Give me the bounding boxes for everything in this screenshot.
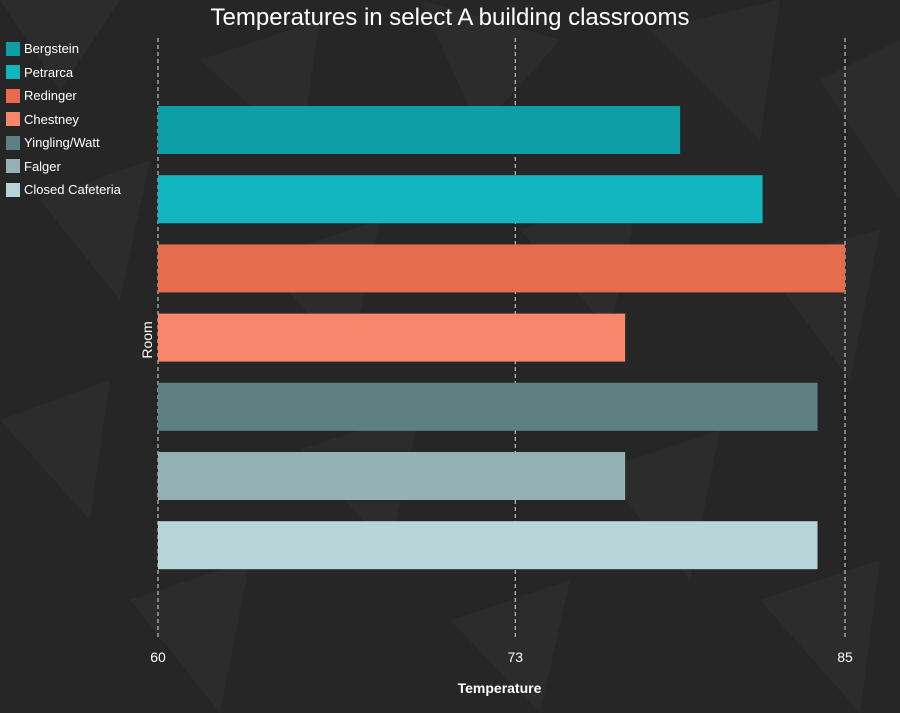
legend-swatch [6,88,20,103]
legend-item[interactable]: Falger [6,155,121,179]
y-axis-title: Room [139,321,155,358]
bar-redinger [158,244,845,293]
legend-item[interactable]: Yingling/Watt [6,131,121,155]
legend-label: Chestney [24,111,79,127]
legend-swatch [6,159,20,174]
bar-chestney [158,313,626,362]
legend-swatch [6,41,20,56]
legend-label: Falger [24,158,61,174]
legend-label: Bergstein [24,41,79,57]
x-tick-label: 85 [837,649,853,665]
chart-title: Temperatures in select A building classr… [210,4,690,31]
legend-label: Petrarca [24,64,74,80]
legend-item[interactable]: Petrarca [6,61,121,85]
legend-swatch [6,135,20,150]
legend-label: Redinger [24,88,77,104]
x-axis-title: Temperature [458,680,542,696]
bar-bergstein [158,106,681,154]
x-tick-label: 60 [150,649,166,665]
bar-closed-cafeteria [158,521,818,570]
legend-label: Yingling/Watt [24,135,100,151]
bar-yingling-watt [158,382,818,431]
legend-swatch [6,65,20,80]
legend-item[interactable]: Closed Cafeteria [6,178,121,202]
legend-swatch [6,112,20,127]
bar-petrarca [158,175,763,224]
legend-swatch [6,182,20,197]
legend: Bergstein Petrarca Redinger Chestney Yinglin… [6,37,121,202]
legend-item[interactable]: Bergstein [6,37,121,61]
x-tick-label: 73 [507,649,523,665]
legend-label: Closed Cafeteria [24,182,121,198]
bar-falger [158,452,626,500]
legend-item[interactable]: Chestney [6,108,121,132]
legend-item[interactable]: Redinger [6,84,121,108]
